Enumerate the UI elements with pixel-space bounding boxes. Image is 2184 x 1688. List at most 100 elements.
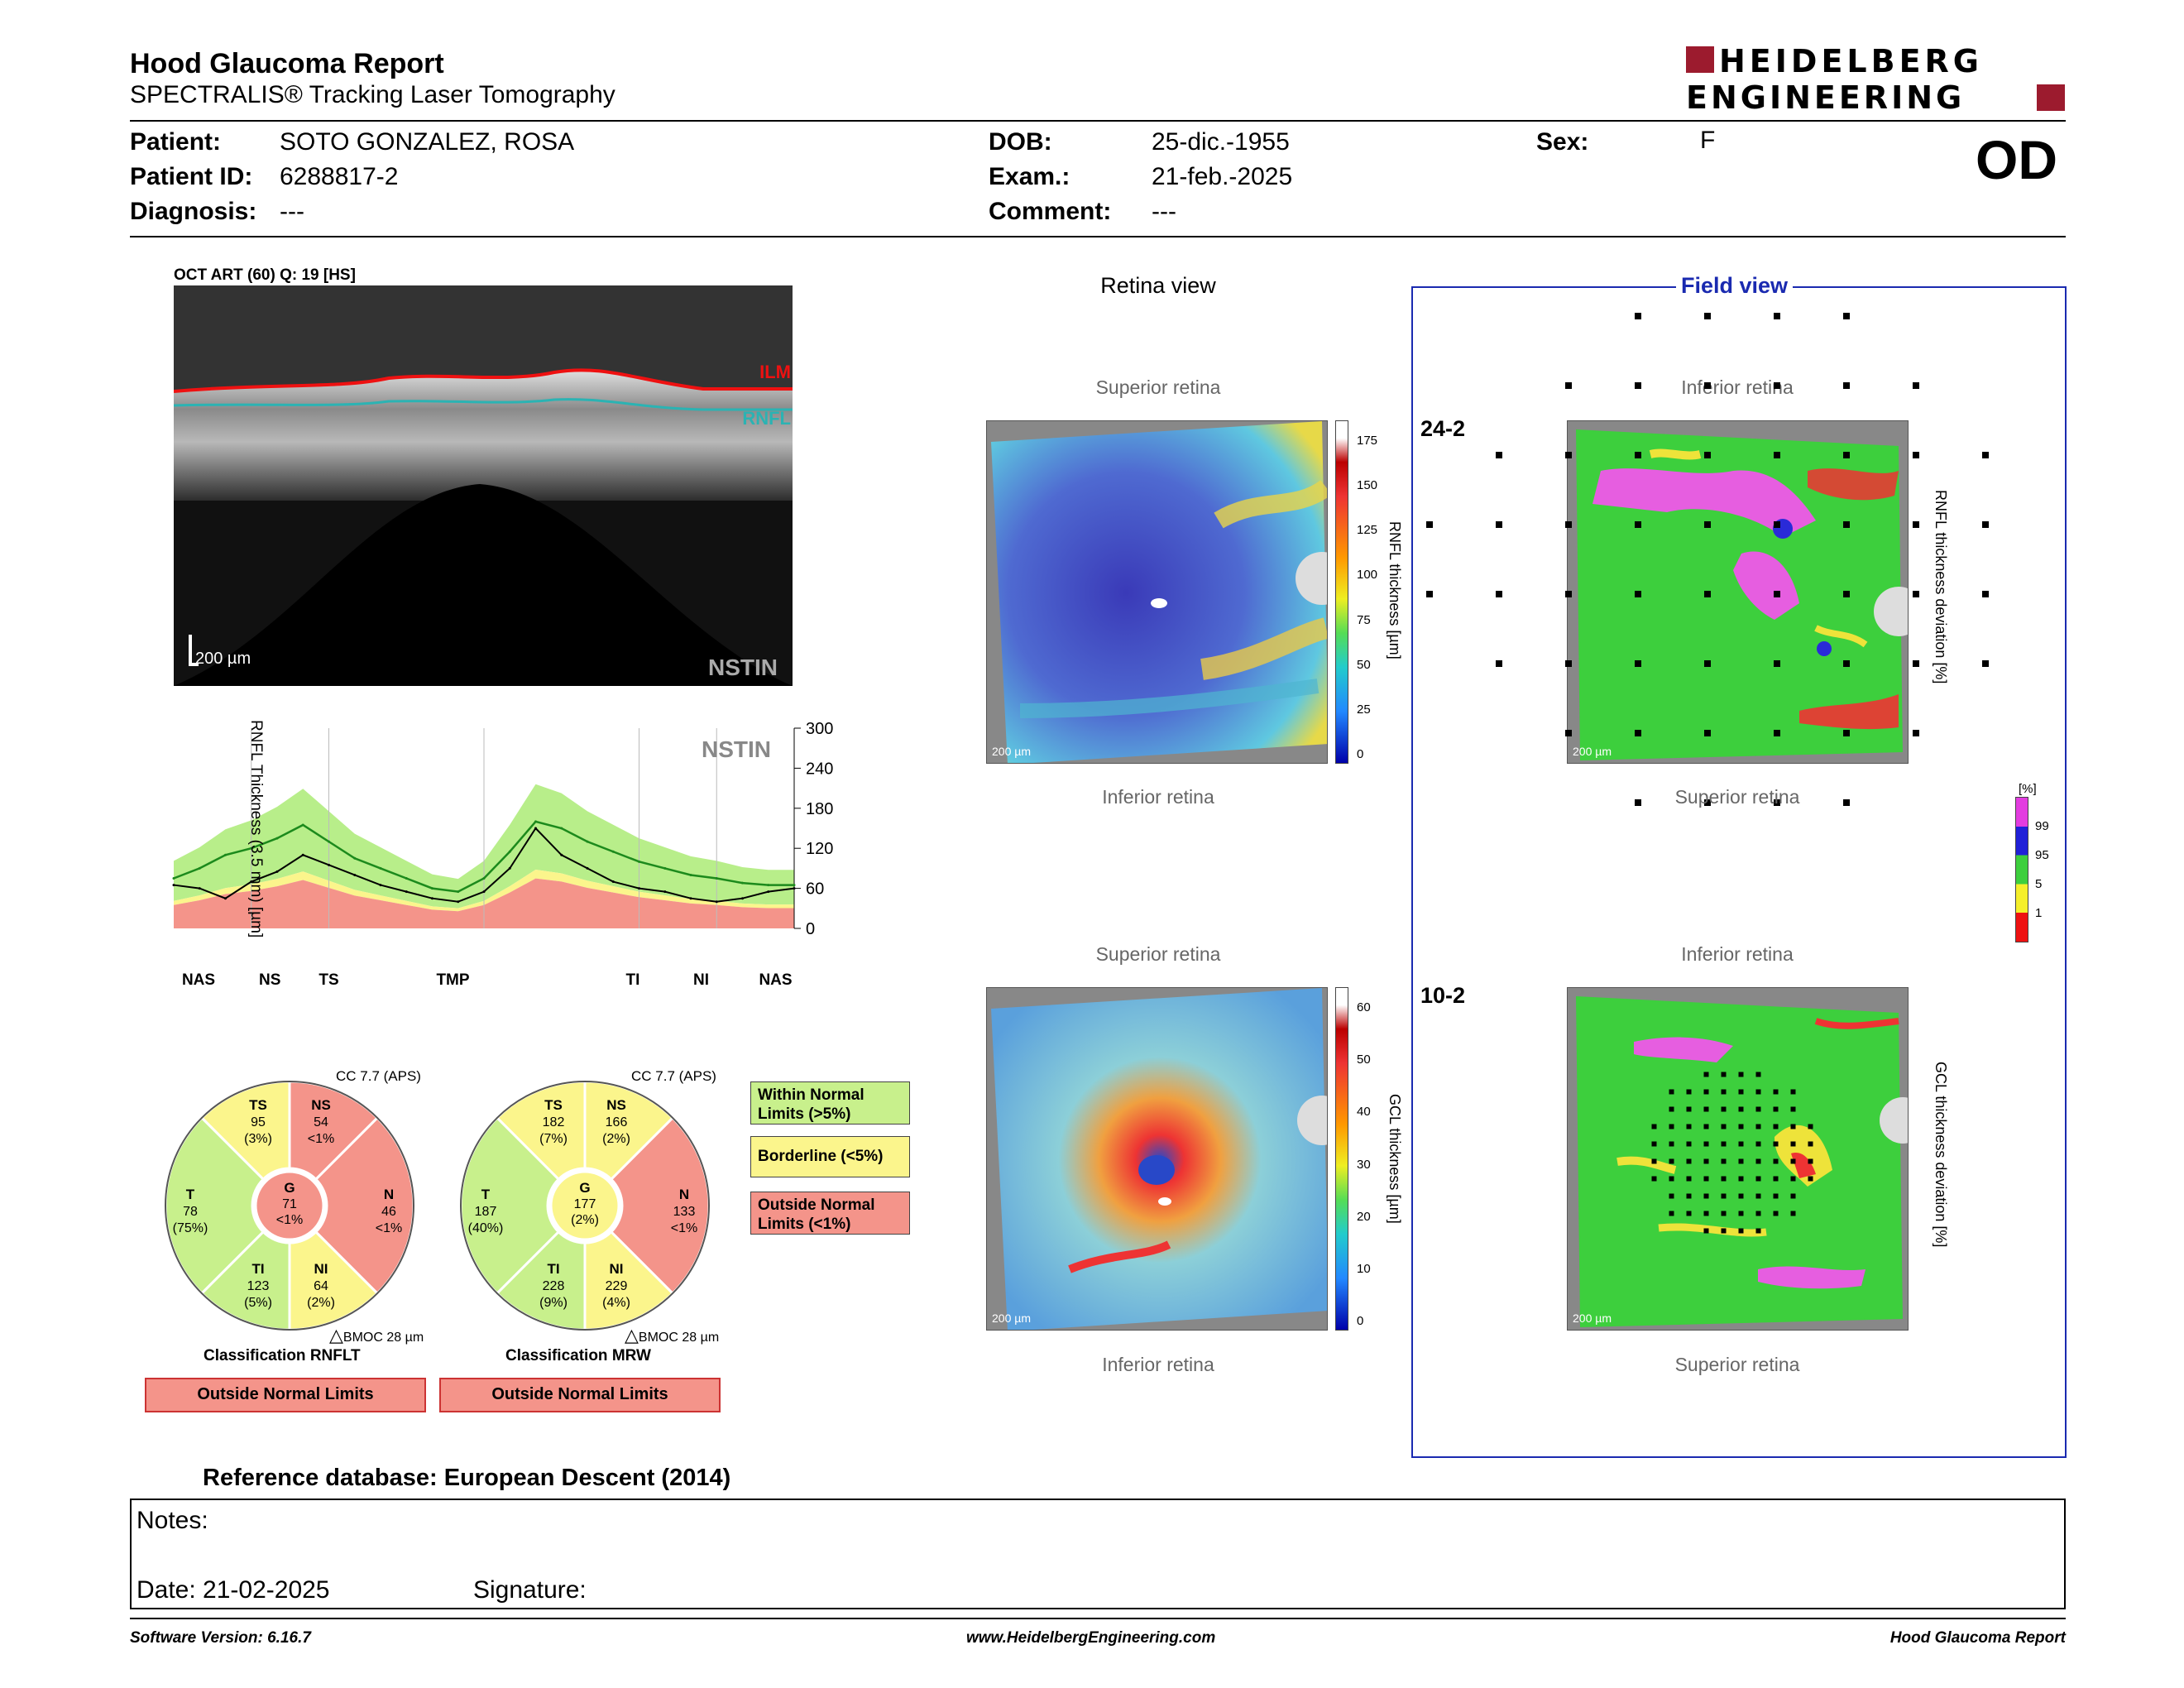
- data-point: [560, 853, 563, 856]
- pie-sector-g: [549, 1170, 620, 1241]
- colorbar-tick: 75: [1357, 612, 1371, 627]
- pie-label-ns: (2%): [602, 1132, 630, 1146]
- colorbar-tick: 60: [1357, 1000, 1371, 1014]
- gcl-deviation-map: 200 µm: [1567, 987, 1909, 1331]
- mrw-bmoc: BMOC 28 µm: [638, 1331, 720, 1345]
- rnfl-label: RNFL: [742, 408, 791, 429]
- logo-line1: HEIDELBERG: [1719, 43, 1983, 79]
- data-point: [508, 866, 511, 870]
- data-point: [353, 873, 357, 876]
- mrw-pie-chart: N 133 <1% NS 166 (2%) TS 182 (7%) T 187 (40%) TI 228 (…: [459, 1080, 711, 1331]
- signature-label[interactable]: Signature:: [473, 1576, 587, 1604]
- comment-value: ---: [1152, 198, 1176, 225]
- dob-value: 25-dic.-1955: [1152, 128, 1290, 156]
- data-point: [560, 827, 563, 830]
- pie-outline: [460, 1081, 710, 1331]
- comment-label: Comment:: [989, 198, 1112, 225]
- y-tick-label: 0: [806, 920, 815, 938]
- pie-label-ns: 166: [606, 1115, 628, 1129]
- data-point: [379, 884, 382, 887]
- date-label[interactable]: Date: 21-02-2025: [136, 1576, 330, 1604]
- oct-header: OCT ART (60) Q: 19 [HS]: [174, 266, 356, 284]
- pie-label-n: 133: [673, 1205, 696, 1219]
- data-point: [611, 880, 615, 884]
- rnfl-dev-label: RNFL thickness deviation [%]: [1933, 490, 1949, 684]
- scale-bar: [189, 635, 192, 666]
- pie-label-ni: 64: [314, 1279, 328, 1293]
- exam-value: 21-feb.-2025: [1152, 163, 1293, 190]
- colorbar-tick: 125: [1357, 523, 1378, 538]
- scale-bar-base: [189, 663, 199, 666]
- gcl-thickness-map: 200 µm: [986, 987, 1328, 1331]
- data-point: [793, 884, 796, 887]
- profile-nstin-label: NSTIN: [702, 736, 771, 762]
- sector-label: NAS: [182, 971, 215, 989]
- data-point: [586, 840, 589, 843]
- colorbar-tick: 40: [1357, 1105, 1371, 1120]
- website-link[interactable]: www.HeidelbergEngineering.com: [966, 1629, 1216, 1647]
- pie-label-ni: 229: [606, 1279, 628, 1293]
- data-point: [793, 887, 796, 890]
- pie-label-g: G: [284, 1180, 295, 1196]
- pie-label-g: <1%: [276, 1213, 303, 1227]
- rnfl-dev-map-scale: 200 µm: [1573, 745, 1612, 758]
- pie-label-ts: (7%): [539, 1132, 568, 1146]
- gcl-map-scale: 200 µm: [992, 1312, 1031, 1325]
- data-point: [767, 890, 770, 894]
- data-point: [328, 840, 330, 843]
- pie-label-ts: (3%): [244, 1132, 272, 1146]
- data-point: [715, 877, 718, 880]
- rnfl-colorbar-ticks: 175 150 125 100 75 50 25 0: [1357, 420, 1390, 764]
- data-point: [767, 884, 770, 887]
- data-point: [224, 897, 227, 900]
- diagnosis-label: Diagnosis:: [130, 198, 257, 225]
- deviation-legend-99: 99: [2035, 819, 2049, 833]
- logo-line2: ENGINEERING: [1686, 79, 1966, 116]
- rnflt-bmoc: BMOC 28 µm: [342, 1331, 424, 1345]
- colorbar-tick: 10: [1357, 1261, 1371, 1276]
- delta-icon: △: [329, 1325, 343, 1345]
- rnfl-thickness-map: 200 µm: [986, 420, 1328, 764]
- gcl-colorbar-label: GCL thickness [µm]: [1387, 1094, 1403, 1224]
- gcl-colorbar-ticks: 60 50 40 30 20 10 0: [1357, 987, 1390, 1331]
- field-24-inferior-label: Inferior retina: [1681, 376, 1794, 398]
- pie-label-ni: NI: [314, 1261, 328, 1277]
- sector-label: TS: [318, 971, 338, 989]
- colorbar-tick: 50: [1357, 657, 1371, 672]
- pie-label-ti: TI: [251, 1261, 264, 1277]
- mrw-bmoc-label: △BMOC 28 µm: [625, 1325, 719, 1346]
- rnflt-bmoc-label: △BMOC 28 µm: [329, 1325, 424, 1346]
- pie-label-g: G: [579, 1180, 590, 1196]
- pie-label-ti: TI: [547, 1261, 559, 1277]
- delta-icon: △: [625, 1325, 639, 1345]
- rnfl-colorbar: [1335, 420, 1348, 764]
- reference-database: Reference database: European Descent (20…: [203, 1465, 731, 1491]
- mrw-classification: CC 7.7 (APS) N 133 <1% NS 166 (2%) TS 182 (7%) T 1…: [444, 1063, 742, 1378]
- data-point: [328, 863, 330, 866]
- mrw-result-badge: Outside Normal Limits: [439, 1378, 721, 1412]
- pie-label-t: T: [481, 1187, 491, 1202]
- pie-label-t: (40%): [468, 1221, 504, 1235]
- data-point: [638, 887, 640, 890]
- colorbar-tick: 0: [1357, 747, 1364, 761]
- rnfl-colorbar-label: RNFL thickness [µm]: [1387, 521, 1403, 659]
- retina-view-title: Retina view: [1100, 273, 1216, 298]
- mrw-cc-label: CC 7.7 (APS): [631, 1068, 716, 1084]
- data-point: [663, 866, 667, 870]
- dob-label: DOB:: [989, 128, 1052, 156]
- gcl-inferior-label: Inferior retina: [1102, 1354, 1214, 1375]
- data-point: [405, 877, 408, 880]
- pie-label-ti: (9%): [539, 1296, 568, 1310]
- data-point: [741, 897, 744, 900]
- rnfl-deviation-map: 200 µm: [1567, 420, 1909, 764]
- pie-label-g: 177: [574, 1197, 596, 1211]
- pie-label-ni: NI: [610, 1261, 624, 1277]
- pie-label-g: 71: [282, 1197, 297, 1211]
- field-10-superior-label: Superior retina: [1674, 1354, 1800, 1375]
- pie-label-ni: (2%): [307, 1296, 335, 1310]
- footer-report-name: Hood Glaucoma Report: [1889, 1629, 2066, 1647]
- data-point: [172, 884, 175, 887]
- pie-label-n: N: [384, 1187, 394, 1202]
- sex-label: Sex:: [1536, 128, 1589, 156]
- deviation-legend-1: 1: [2035, 906, 2043, 920]
